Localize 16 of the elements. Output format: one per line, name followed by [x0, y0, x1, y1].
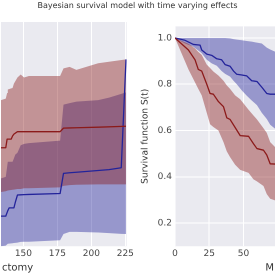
y-tick-label: 1.0	[158, 33, 172, 44]
x-tick-label: 0	[172, 248, 178, 259]
y-axis-title: Survival function S(t)	[140, 88, 151, 184]
x-tick-label: 175	[48, 248, 66, 259]
x-tick-label: 25	[204, 248, 215, 259]
y-tick-label: 0.8	[158, 80, 172, 90]
x-tick-label: 150	[14, 248, 32, 259]
x-tick-label: 200	[82, 248, 100, 259]
x-axis-title: ctomy	[2, 262, 34, 274]
x-tick-label: 225	[116, 248, 134, 259]
chart-title: Bayesian survival model with time varying effects	[36, 1, 239, 10]
y-tick-label: 0.2	[158, 218, 172, 228]
y-tick-label: 0.6	[158, 126, 172, 136]
y-tick-label: 0.4	[158, 172, 172, 182]
x-tick-label: 50	[238, 248, 250, 259]
x-axis-title: M	[265, 262, 274, 274]
